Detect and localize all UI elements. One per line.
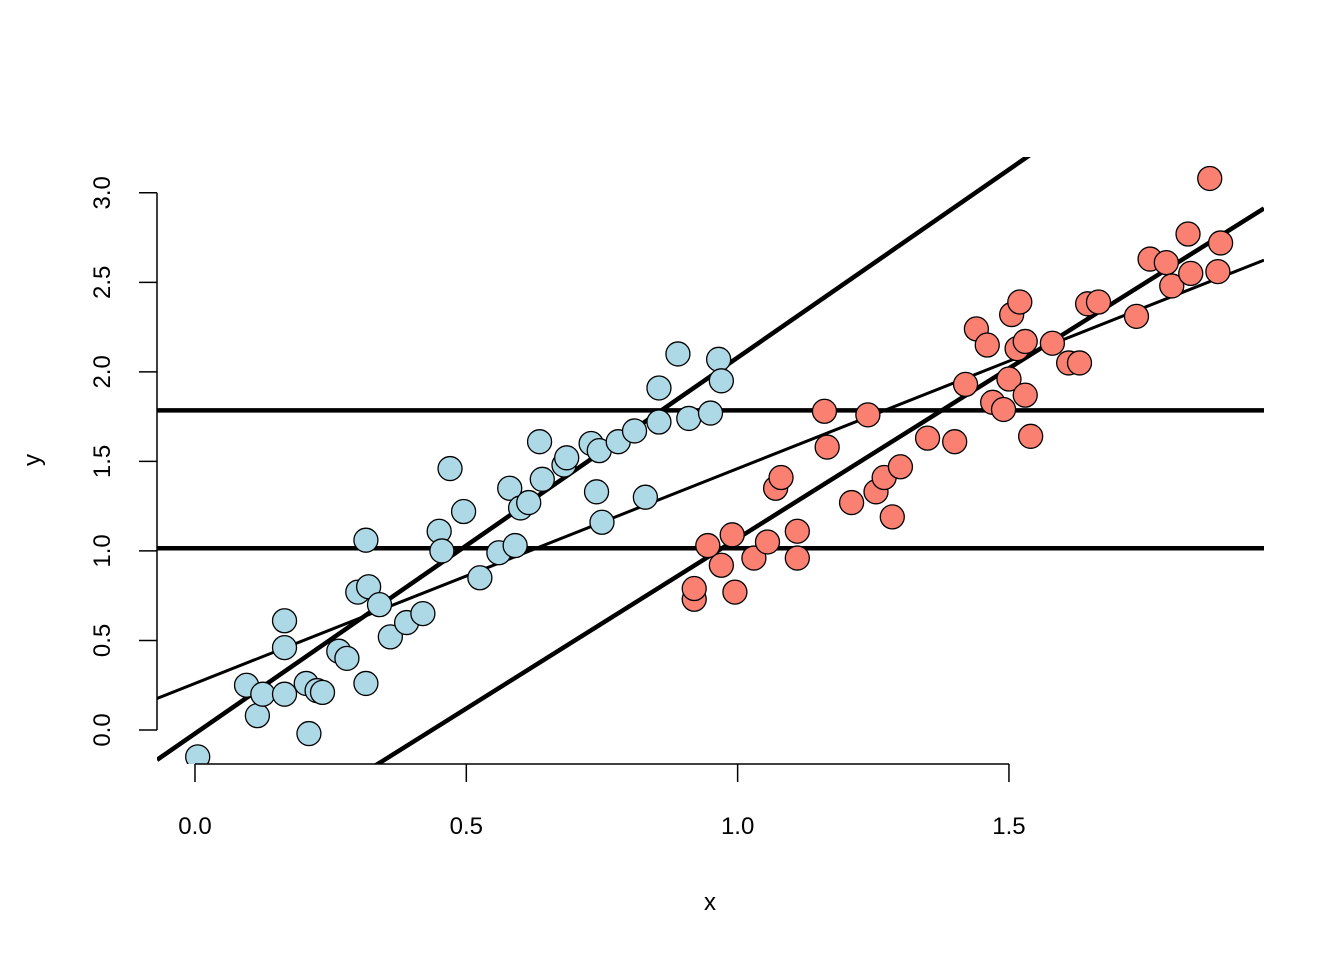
point-s1-23 <box>429 538 455 564</box>
point-s2-48 <box>1207 230 1234 256</box>
point-s2-15 <box>838 489 865 516</box>
point-s1-48 <box>705 346 732 372</box>
point-s2-33 <box>1012 382 1038 408</box>
point-s2-47 <box>1205 258 1231 285</box>
line-5 <box>157 258 1264 700</box>
point-s2-14 <box>814 434 840 460</box>
point-s2-40 <box>1123 303 1150 330</box>
point-s1-42 <box>632 484 659 510</box>
point-s1-29 <box>502 532 528 559</box>
point-s1-4 <box>250 681 276 707</box>
point-s1-44 <box>646 409 672 435</box>
point-s1-15 <box>353 670 379 697</box>
point-s1-26 <box>467 565 493 591</box>
point-s1-11 <box>309 679 336 706</box>
point-s1-19 <box>377 624 403 650</box>
x-axis-title: x <box>704 889 716 916</box>
point-s1-13 <box>334 645 360 672</box>
point-s2-46 <box>1197 165 1223 192</box>
point-s2-16 <box>855 402 881 428</box>
point-s1-32 <box>526 429 553 455</box>
point-s2-43 <box>1159 273 1185 299</box>
point-s2-25 <box>974 332 1000 358</box>
point-s1-18 <box>366 591 393 618</box>
point-s2-10 <box>768 464 794 491</box>
point-s2-39 <box>1085 289 1112 315</box>
point-s1-43 <box>646 375 672 401</box>
x-tick-label-4: 1.5 <box>992 813 1025 840</box>
point-s1-28 <box>497 475 523 501</box>
data-points <box>185 165 1234 764</box>
point-s1-16 <box>353 527 379 553</box>
regression-lines <box>157 157 1264 764</box>
point-s2-8 <box>754 529 781 555</box>
y-axis-title: y <box>19 454 46 466</box>
point-s1-21 <box>410 600 436 627</box>
point-s2-12 <box>784 518 810 544</box>
y-tick-label-2: 0.5 <box>89 624 116 657</box>
point-s2-23 <box>952 371 979 398</box>
point-s2-37 <box>1066 350 1093 376</box>
point-s1-37 <box>583 479 610 505</box>
point-s2-35 <box>1039 330 1066 356</box>
point-s1-31 <box>516 489 542 516</box>
point-s2-22 <box>942 429 968 455</box>
y-tick-label-6: 2.5 <box>89 266 116 299</box>
point-s1-47 <box>697 400 724 426</box>
point-s2-19 <box>879 504 905 530</box>
point-s2-2 <box>681 575 707 602</box>
point-s1-5 <box>271 681 298 707</box>
point-s1-9 <box>296 720 322 747</box>
y-tick-label-1: 0.0 <box>89 713 116 746</box>
point-s2-4 <box>708 552 735 578</box>
point-s1-3 <box>244 703 271 729</box>
point-s2-34 <box>1018 423 1044 449</box>
point-s2-32 <box>1012 328 1038 355</box>
point-s1-45 <box>665 341 691 367</box>
point-s2-42 <box>1153 249 1179 276</box>
point-s1-1 <box>185 744 211 764</box>
point-s1-39 <box>589 509 615 535</box>
point-s1-35 <box>554 445 580 471</box>
y-tick-label-7: 3.0 <box>89 176 116 209</box>
point-s2-44 <box>1175 221 1201 247</box>
x-tick-label-3: 1.0 <box>721 813 754 840</box>
point-s2-13 <box>811 398 838 424</box>
point-s2-21 <box>914 425 941 451</box>
x-tick-label-1: 0.0 <box>178 813 211 840</box>
y-tick-label-4: 1.5 <box>89 445 116 478</box>
y-tick-label-3: 1.0 <box>89 534 116 567</box>
point-s2-31 <box>1007 289 1033 315</box>
point-s2-28 <box>996 366 1022 392</box>
point-s1-33 <box>529 466 555 492</box>
axes: 0.0 0.5 1.0 1.5 0.0 0.5 1.0 1.5 2.0 2.5 3.0 <box>89 176 1026 840</box>
point-s1-49 <box>708 368 735 394</box>
point-s1-7 <box>271 634 298 661</box>
point-s1-24 <box>437 455 463 482</box>
point-s2-20 <box>887 454 914 480</box>
point-s1-6 <box>271 608 298 634</box>
y-tick-label-5: 2.0 <box>89 355 116 388</box>
point-s2-11 <box>784 545 810 571</box>
point-s2-5 <box>719 522 745 548</box>
point-s2-3 <box>695 532 721 559</box>
point-s1-41 <box>621 418 648 444</box>
point-s2-45 <box>1178 260 1204 287</box>
point-s2-6 <box>722 579 748 605</box>
point-s2-27 <box>990 396 1017 423</box>
point-s1-46 <box>676 405 702 432</box>
x-tick-label-2: 0.5 <box>450 813 483 840</box>
point-s1-25 <box>450 498 477 525</box>
